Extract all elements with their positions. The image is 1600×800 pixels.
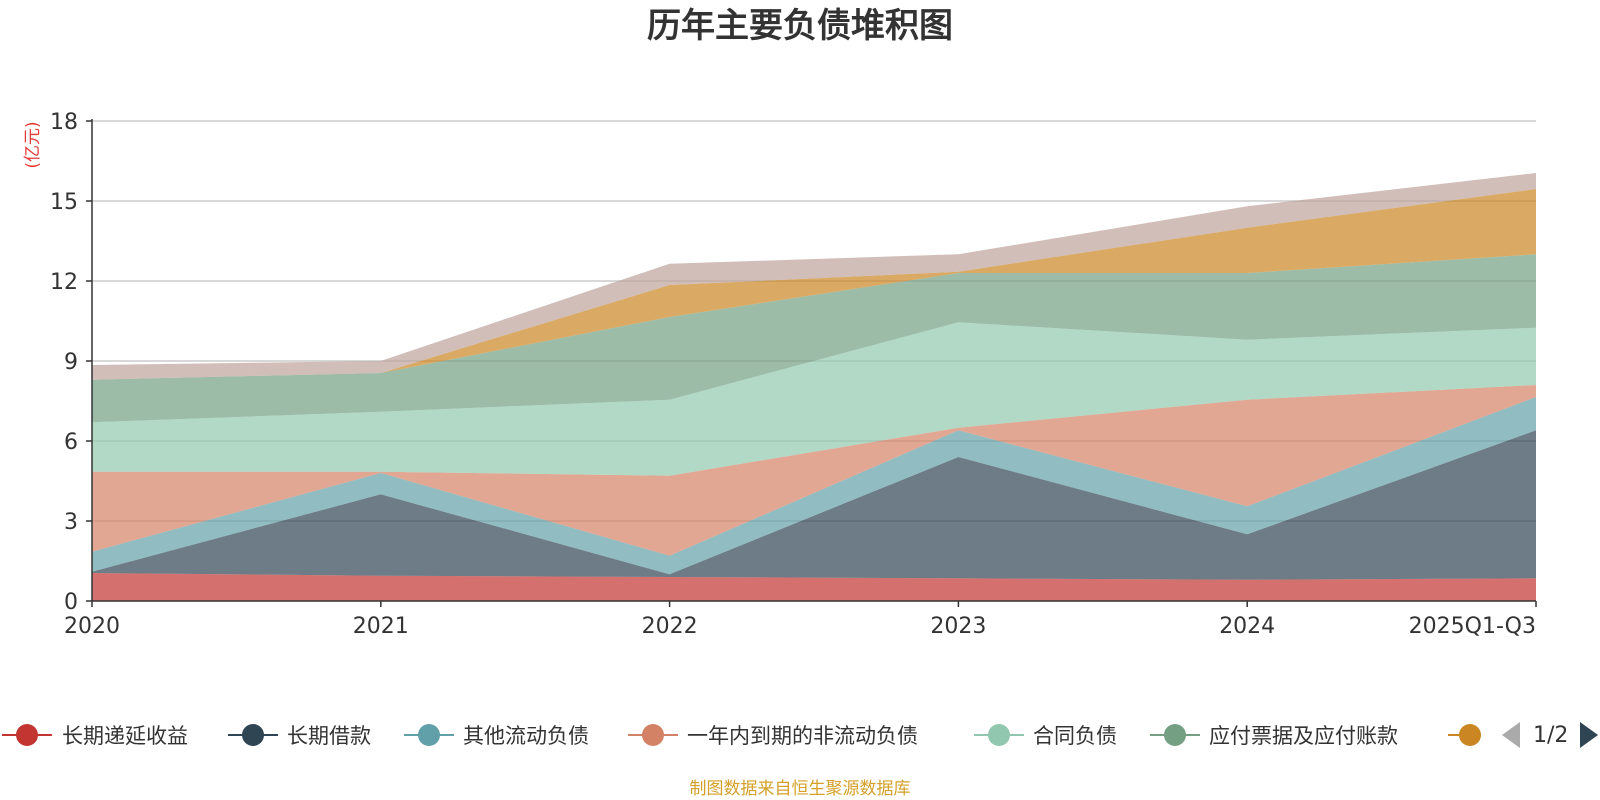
x-tick-label: 2023 bbox=[930, 614, 986, 639]
legend-item-0[interactable]: 长期递延收益 bbox=[2, 724, 188, 748]
x-axis-ticks: 2020 2021 2022 2023 2024 2025Q1-Q3 bbox=[64, 601, 1537, 639]
legend-marker bbox=[16, 724, 38, 746]
legend-item-6[interactable] bbox=[1448, 724, 1481, 746]
legend-item-3[interactable]: 一年内到期的非流动负债 bbox=[628, 724, 918, 748]
legend-pager: 1/2 bbox=[1502, 722, 1598, 748]
legend-item-5[interactable]: 应付票据及应付账款 bbox=[1150, 724, 1398, 748]
legend-marker bbox=[1164, 724, 1186, 746]
y-tick-label: 18 bbox=[50, 110, 78, 135]
y-axis-ticks: 0 3 6 9 12 15 18 bbox=[50, 110, 92, 615]
legend-next-page-icon[interactable] bbox=[1580, 722, 1598, 748]
area-series-4 bbox=[92, 322, 1536, 476]
y-tick-label: 0 bbox=[64, 590, 78, 615]
stacked-areas bbox=[92, 173, 1536, 601]
x-tick-label: 2022 bbox=[642, 614, 698, 639]
x-tick-label: 2025Q1-Q3 bbox=[1409, 614, 1536, 639]
legend-item-4[interactable]: 合同负债 bbox=[974, 724, 1117, 748]
x-tick-label: 2024 bbox=[1219, 614, 1275, 639]
area-series-2 bbox=[92, 397, 1536, 575]
area-series-3 bbox=[92, 385, 1536, 556]
legend-label: 其他流动负债 bbox=[463, 724, 589, 748]
legend-label: 长期递延收益 bbox=[62, 724, 188, 748]
y-tick-label: 6 bbox=[64, 430, 78, 455]
legend-page-indicator: 1/2 bbox=[1533, 723, 1568, 748]
legend: 长期递延收益 长期借款 其他流动负债 一年内到期的非流动负债 合同负债 应付票据及应付账款 bbox=[2, 724, 1481, 748]
legend-item-1[interactable]: 长期借款 bbox=[228, 724, 371, 748]
y-tick-label: 15 bbox=[50, 190, 78, 215]
area-series-0 bbox=[92, 573, 1536, 601]
x-tick-label: 2021 bbox=[353, 614, 409, 639]
area-series-6 bbox=[92, 189, 1536, 380]
legend-marker bbox=[988, 724, 1010, 746]
area-series-1 bbox=[92, 430, 1536, 580]
area-series-7 bbox=[92, 173, 1536, 380]
legend-item-2[interactable]: 其他流动负债 bbox=[404, 724, 589, 748]
y-tick-label: 12 bbox=[50, 270, 78, 295]
legend-prev-page-icon[interactable] bbox=[1502, 722, 1520, 748]
legend-label: 合同负债 bbox=[1033, 724, 1117, 748]
chart-title: 历年主要负债堆积图 bbox=[647, 6, 953, 46]
y-tick-label: 3 bbox=[64, 510, 78, 535]
legend-marker bbox=[1459, 724, 1481, 746]
legend-marker bbox=[642, 724, 664, 746]
legend-marker bbox=[418, 724, 440, 746]
legend-label: 长期借款 bbox=[287, 724, 371, 748]
y-axis-unit-label: (亿元) bbox=[23, 121, 43, 168]
legend-label: 应付票据及应付账款 bbox=[1209, 724, 1398, 748]
area-series-5 bbox=[92, 254, 1536, 423]
x-tick-label: 2020 bbox=[64, 614, 120, 639]
legend-marker bbox=[242, 724, 264, 746]
data-source-note: 制图数据来自恒生聚源数据库 bbox=[690, 779, 911, 799]
legend-label: 一年内到期的非流动负债 bbox=[687, 724, 918, 748]
y-tick-label: 9 bbox=[64, 350, 78, 375]
